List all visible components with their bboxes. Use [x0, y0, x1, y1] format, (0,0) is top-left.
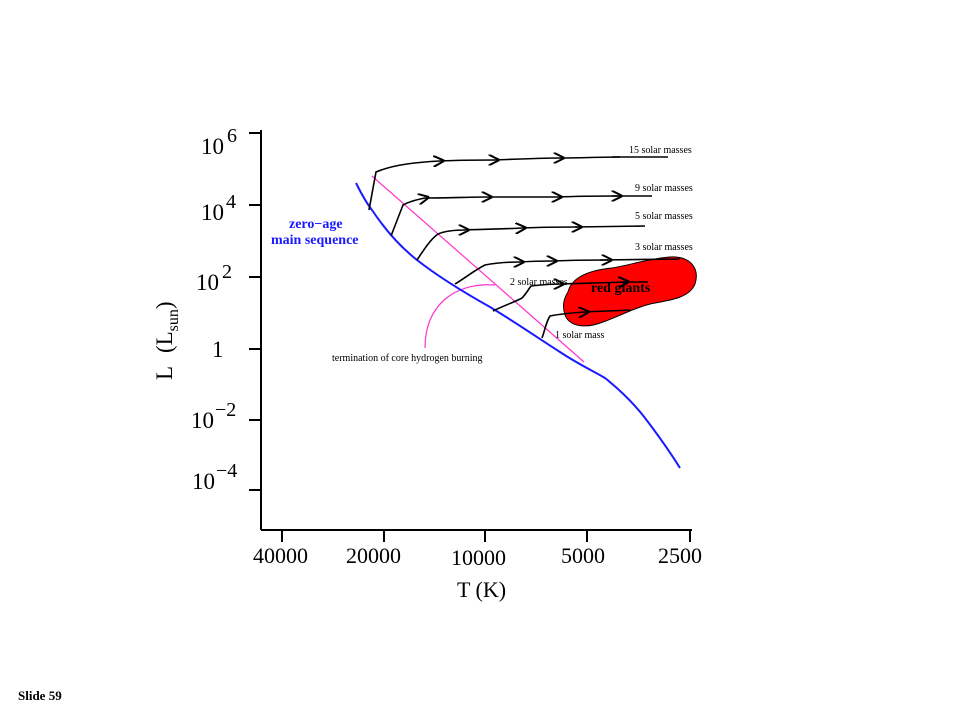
y-tick-labels: 10 6 10 4 10 2 1 10−2 10−4: [191, 125, 237, 494]
y-tick-label: 10 2: [196, 261, 232, 295]
track-5: [464, 228, 522, 230]
termination-label: termination of core hydrogen burning: [332, 353, 483, 364]
track-label: 9 solar masses: [635, 183, 693, 194]
track-15: [494, 158, 560, 160]
track-15: [368, 161, 440, 211]
x-tick-label: 2500: [658, 543, 702, 568]
track-9: [557, 196, 618, 197]
red-giants-region: [563, 256, 697, 327]
track-15: [559, 156, 621, 159]
track-5: [521, 227, 578, 228]
track-3: [454, 262, 520, 285]
y-axis-title: L (Lsun): [152, 301, 182, 380]
track-5-end: [574, 225, 646, 228]
evolutionary-tracks: [368, 156, 681, 339]
x-axis-ticks: [281, 530, 691, 542]
x-tick-label: 5000: [561, 543, 605, 568]
track-labels: 15 solar masses 9 solar masses 5 solar m…: [510, 145, 693, 341]
track-9: [390, 198, 425, 237]
red-giants-label: red giants: [591, 281, 651, 296]
x-tick-label: 20000: [346, 543, 401, 568]
track-label: 15 solar masses: [629, 145, 692, 156]
track-1: [541, 312, 585, 339]
y-tick-label: 10−4: [192, 460, 237, 494]
track-label: 2 solar masses: [510, 277, 568, 288]
track-15: [439, 160, 495, 161]
zams-label: zero−age: [289, 217, 343, 232]
y-tick-label: 10−2: [191, 399, 236, 433]
y-tick-label: 10 4: [201, 191, 236, 225]
zams-label: main sequence: [271, 233, 359, 248]
track-2: [492, 284, 560, 312]
track-2: [559, 282, 625, 284]
track-3: [552, 260, 608, 261]
y-axis-ticks: [249, 132, 261, 491]
svg-text:L (Lsun): L (Lsun): [152, 301, 182, 380]
x-tick-label: 40000: [253, 543, 308, 568]
y-tick-label: 10 6: [201, 125, 237, 159]
track-label: 5 solar masses: [635, 211, 693, 222]
track-label: 1 solar mass: [555, 330, 605, 341]
slide-number: Slide 59: [18, 688, 62, 703]
x-axis-title: T (K): [457, 577, 506, 602]
track-3-end: [599, 258, 681, 261]
track-1: [584, 309, 631, 313]
termination-pointer: [424, 284, 496, 349]
track-3: [519, 261, 553, 262]
x-tick-label: 10000: [451, 545, 506, 570]
y-tick-label: 1: [212, 337, 224, 362]
track-5: [416, 230, 465, 261]
track-label: 3 solar masses: [635, 242, 693, 253]
zams-curve: [355, 182, 681, 469]
track-9: [424, 197, 488, 198]
x-tick-labels: 40000 20000 10000 5000 2500: [253, 543, 702, 570]
